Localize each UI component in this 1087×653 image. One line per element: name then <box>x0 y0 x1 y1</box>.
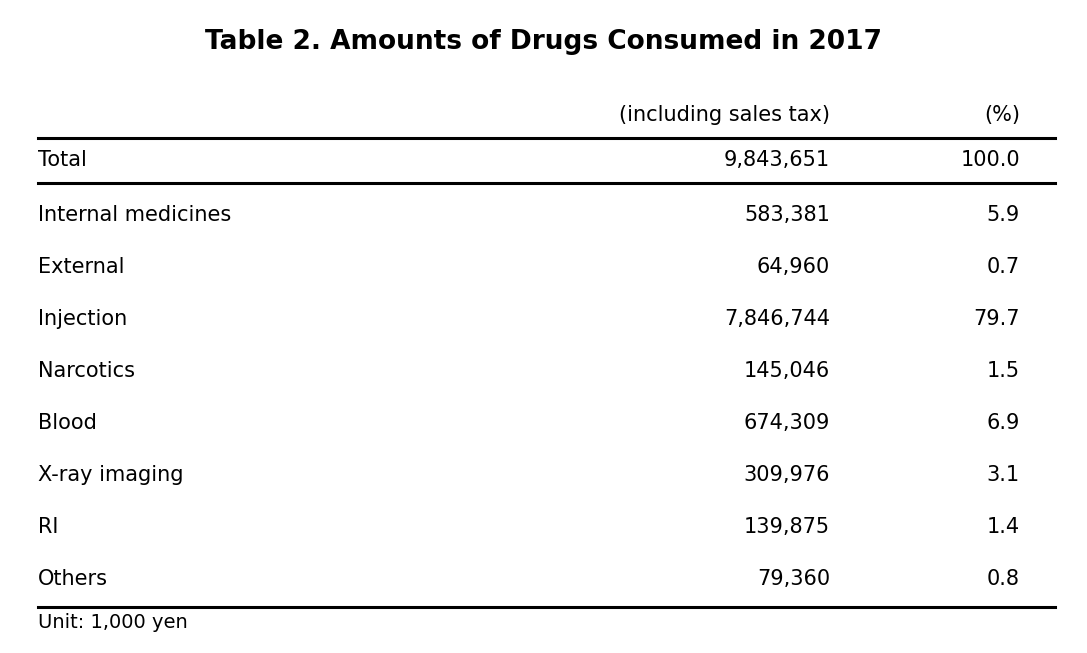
Text: 1.5: 1.5 <box>987 361 1020 381</box>
Text: 309,976: 309,976 <box>744 465 830 485</box>
Text: 3.1: 3.1 <box>987 465 1020 485</box>
Text: 145,046: 145,046 <box>744 361 830 381</box>
Text: 674,309: 674,309 <box>744 413 830 433</box>
Text: 583,381: 583,381 <box>745 205 830 225</box>
Text: X-ray imaging: X-ray imaging <box>38 465 184 485</box>
Text: Table 2. Amounts of Drugs Consumed in 2017: Table 2. Amounts of Drugs Consumed in 20… <box>205 29 882 55</box>
Text: 64,960: 64,960 <box>757 257 830 277</box>
Text: Blood: Blood <box>38 413 97 433</box>
Text: Narcotics: Narcotics <box>38 361 135 381</box>
Text: (including sales tax): (including sales tax) <box>619 105 830 125</box>
Text: Unit: 1,000 yen: Unit: 1,000 yen <box>38 613 188 631</box>
Text: (%): (%) <box>984 105 1020 125</box>
Text: Injection: Injection <box>38 309 127 329</box>
Text: 139,875: 139,875 <box>744 517 830 537</box>
Text: 5.9: 5.9 <box>987 205 1020 225</box>
Text: 9,843,651: 9,843,651 <box>724 150 830 170</box>
Text: 7,846,744: 7,846,744 <box>724 309 830 329</box>
Text: 100.0: 100.0 <box>961 150 1020 170</box>
Text: Total: Total <box>38 150 87 170</box>
Text: 79,360: 79,360 <box>757 569 830 589</box>
Text: Internal medicines: Internal medicines <box>38 205 232 225</box>
Text: 0.8: 0.8 <box>987 569 1020 589</box>
Text: Others: Others <box>38 569 108 589</box>
Text: 79.7: 79.7 <box>974 309 1020 329</box>
Text: 0.7: 0.7 <box>987 257 1020 277</box>
Text: 6.9: 6.9 <box>987 413 1020 433</box>
Text: 1.4: 1.4 <box>987 517 1020 537</box>
Text: RI: RI <box>38 517 59 537</box>
Text: External: External <box>38 257 125 277</box>
